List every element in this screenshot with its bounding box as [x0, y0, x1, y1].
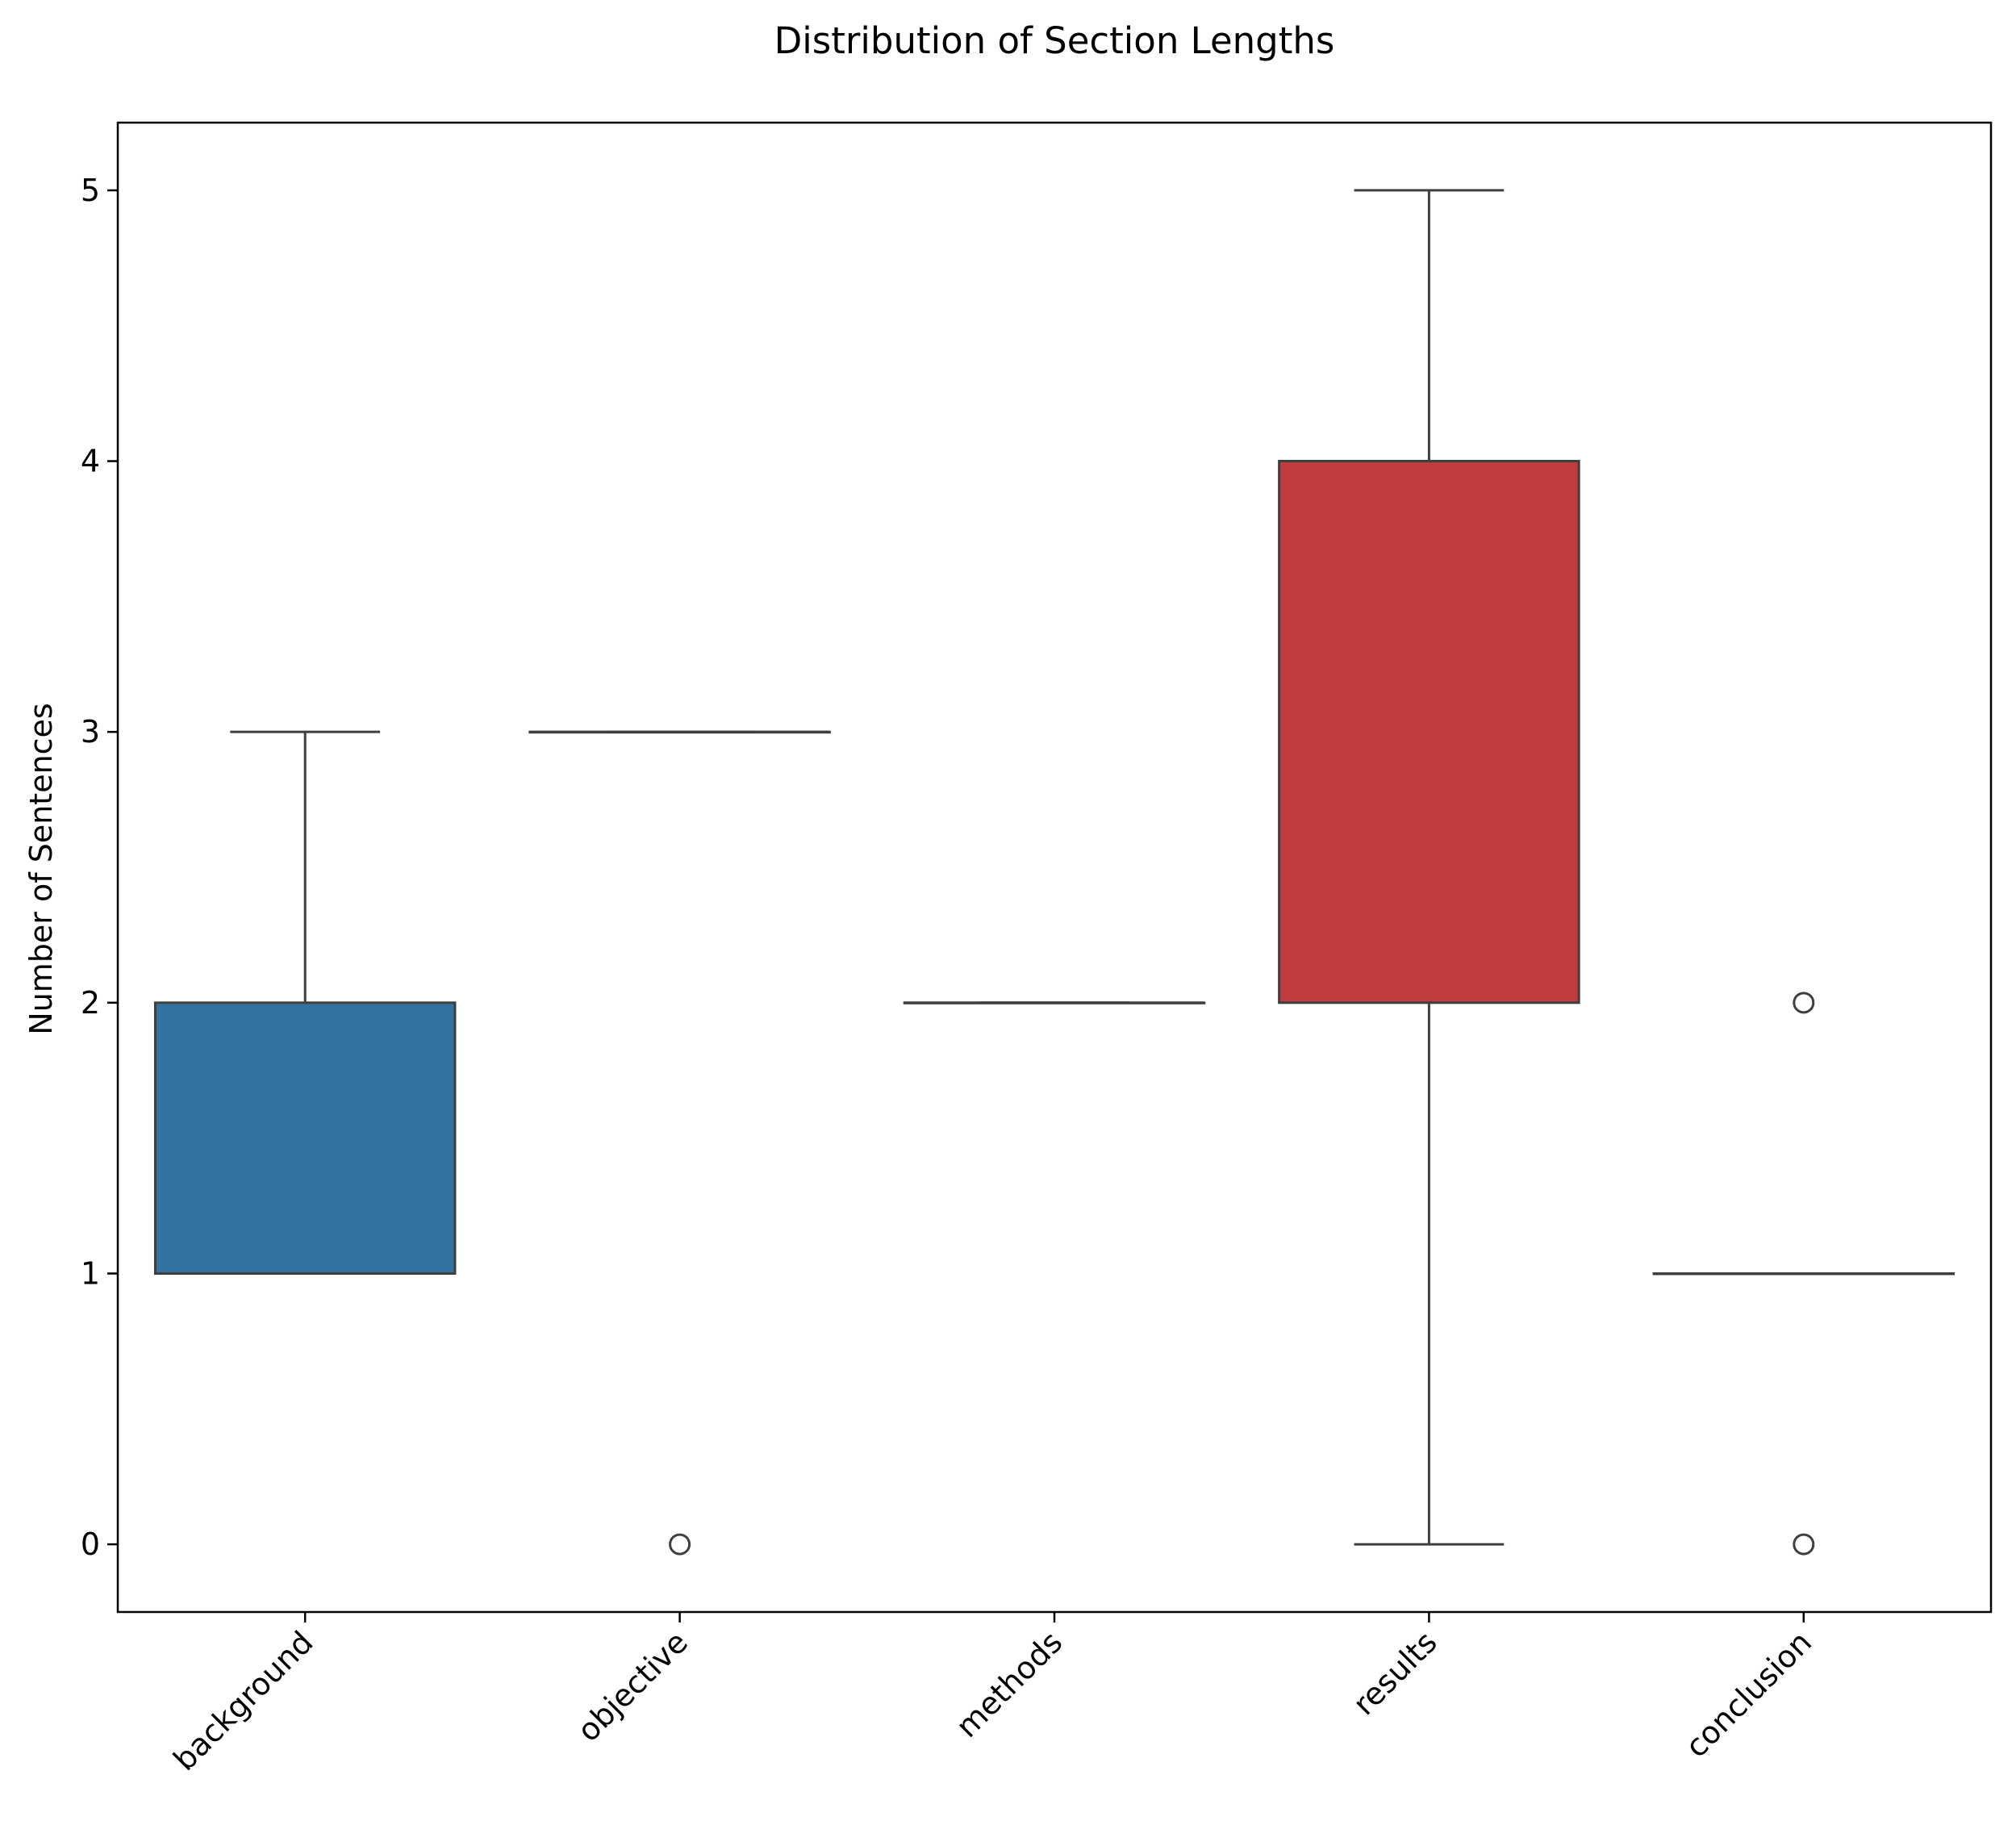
outlier-conclusion-1: [1793, 992, 1815, 1014]
box-background: [153, 1001, 457, 1275]
y-tick-label-5: 5: [81, 173, 100, 208]
outlier-conclusion-0: [1793, 1533, 1815, 1556]
y-tick-label-4: 4: [81, 444, 100, 479]
y-tick-label-1: 1: [81, 1255, 100, 1291]
outlier-objective-0: [669, 1533, 691, 1556]
box-results: [1278, 460, 1580, 1004]
y-tick-label-2: 2: [81, 985, 100, 1021]
y-tick-label-0: 0: [81, 1526, 100, 1562]
y-tick-label-3: 3: [81, 714, 100, 750]
plot-frame: [116, 121, 1993, 1614]
y-axis-label: Number of Sentences: [23, 703, 59, 1034]
chart-title: Distribution of Section Lengths: [774, 19, 1335, 62]
